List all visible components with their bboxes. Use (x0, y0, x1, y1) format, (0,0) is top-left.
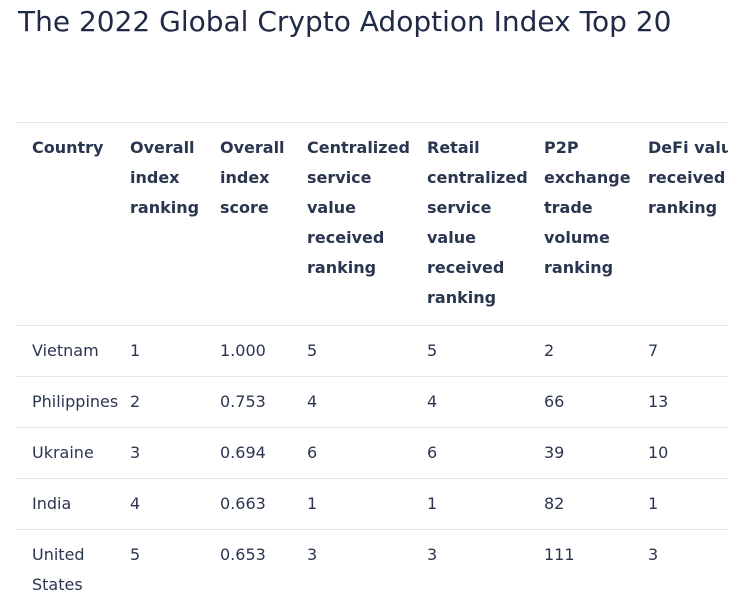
header-overall-index-ranking: Overall index ranking (130, 138, 200, 217)
cell-overall-ranking: 2 (130, 376, 220, 428)
cell-retail-ranking: 5 (427, 325, 544, 377)
cell-overall-ranking: 5 (130, 545, 141, 564)
table-row: United States 5 0.653 3 3 111 3 (16, 530, 728, 600)
cell-overall-ranking: 4 (130, 478, 220, 530)
cell-country: United States (32, 545, 85, 594)
cell-retail-ranking: 1 (427, 478, 544, 530)
header-p2p-exchange-ranking: P2P exchange trade volume ranking (544, 138, 631, 277)
cell-p2p-ranking: 82 (544, 478, 648, 530)
cell-centralized-ranking: 5 (307, 325, 427, 377)
cell-centralized-ranking: 3 (307, 545, 318, 564)
cell-overall-ranking: 3 (130, 427, 220, 479)
header-centralized-service-ranking: Centralized service value received ranki… (307, 138, 410, 277)
adoption-index-table: Country Overall index ranking Overall in… (16, 122, 728, 600)
cell-retail-ranking: 3 (427, 545, 438, 564)
cell-overall-score: 0.663 (220, 478, 307, 530)
cell-p2p-ranking: 39 (544, 427, 648, 479)
table-header-row: Country Overall index ranking Overall in… (16, 122, 728, 326)
table-row: Ukraine 3 0.694 6 6 39 10 (16, 427, 728, 479)
header-country: Country (32, 138, 104, 157)
table-container: Country Overall index ranking Overall in… (16, 122, 728, 600)
cell-p2p-ranking: 111 (544, 545, 575, 564)
cell-overall-score: 0.653 (220, 545, 266, 564)
cell-overall-ranking: 1 (130, 325, 220, 377)
cell-defi-ranking: 1 (648, 478, 728, 530)
cell-p2p-ranking: 66 (544, 376, 648, 428)
cell-retail-ranking: 6 (427, 427, 544, 479)
cell-p2p-ranking: 2 (544, 325, 648, 377)
cell-country: Philippines (16, 376, 130, 428)
cell-defi-ranking: 10 (648, 427, 728, 479)
cell-overall-score: 1.000 (220, 325, 307, 377)
table-row: Philippines 2 0.753 4 4 66 13 (16, 376, 728, 428)
table-row: India 4 0.663 1 1 82 1 (16, 478, 728, 530)
cell-overall-score: 0.753 (220, 376, 307, 428)
cell-centralized-ranking: 4 (307, 376, 427, 428)
header-overall-index-score: Overall index score (220, 138, 285, 217)
cell-country: India (16, 478, 130, 530)
cell-defi-ranking: 7 (648, 325, 728, 377)
page-title: The 2022 Global Crypto Adoption Index To… (18, 5, 672, 38)
cell-centralized-ranking: 6 (307, 427, 427, 479)
table-row: Vietnam 1 1.000 5 5 2 7 (16, 325, 728, 377)
header-retail-centralized-ranking: Retail centralized service value receive… (427, 138, 528, 307)
cell-centralized-ranking: 1 (307, 478, 427, 530)
cell-country: Vietnam (16, 325, 130, 377)
cell-retail-ranking: 4 (427, 376, 544, 428)
cell-defi-ranking: 13 (648, 376, 728, 428)
cell-defi-ranking: 3 (648, 545, 659, 564)
header-defi-value-ranking: DeFi value received ranking (648, 138, 728, 217)
cell-country: Ukraine (16, 427, 130, 479)
cell-overall-score: 0.694 (220, 427, 307, 479)
